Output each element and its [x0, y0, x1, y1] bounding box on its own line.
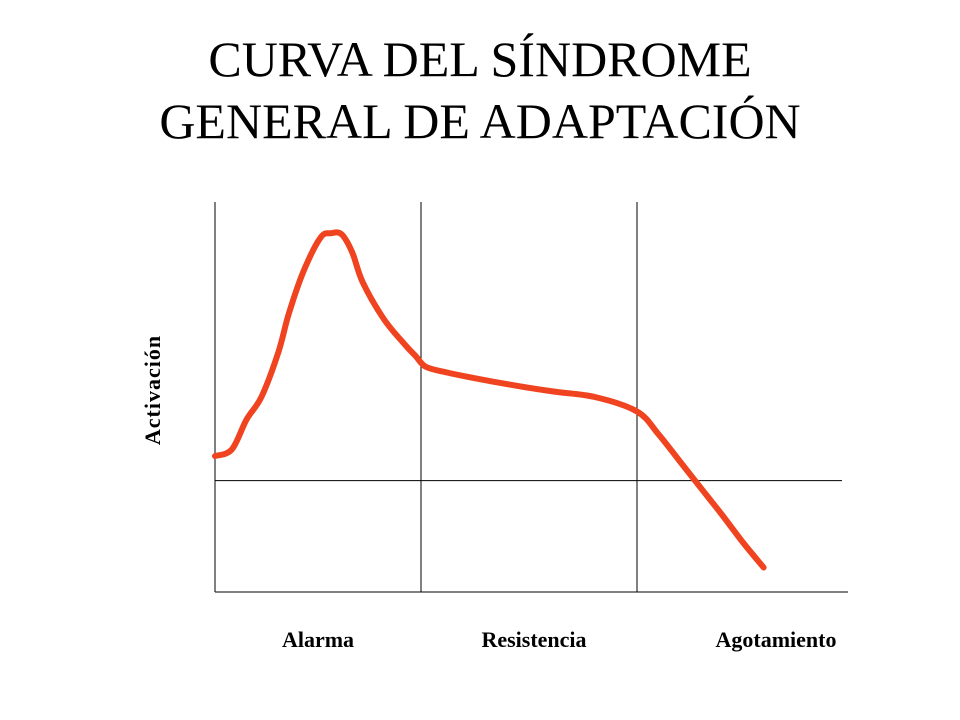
phase-label-resistencia: Resistencia	[481, 627, 587, 652]
series-line-0	[212, 229, 767, 571]
chart-series	[212, 229, 767, 571]
page-title: CURVA DEL SÍNDROME GENERAL DE ADAPTACIÓN	[0, 28, 960, 152]
phase-label-agotamiento: Agotamiento	[715, 627, 837, 652]
title-line-2: GENERAL DE ADAPTACIÓN	[159, 93, 801, 149]
y-axis-label: Activación	[140, 334, 165, 446]
phase-label-alarma: Alarma	[281, 627, 355, 652]
chart-axes	[214, 202, 848, 593]
title-line-1: CURVA DEL SÍNDROME	[208, 31, 752, 87]
